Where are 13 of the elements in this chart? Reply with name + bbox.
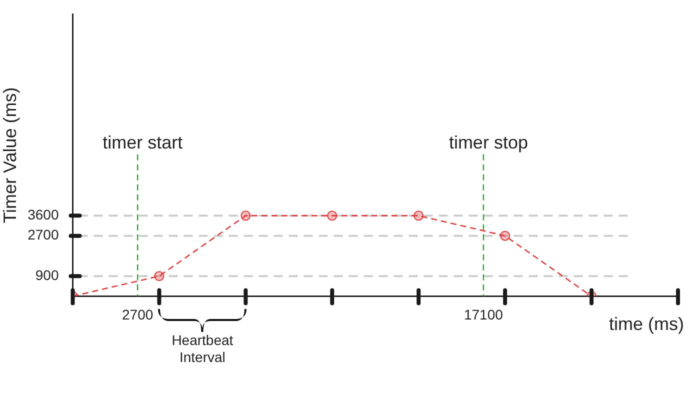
x-axis-title: time (ms) (609, 314, 684, 334)
y-tick-label: 900 (35, 266, 59, 283)
point (500, 230, 510, 241)
y-tick-label: 2700 (28, 226, 59, 243)
y-tick-label: 3600 (28, 206, 59, 223)
point (327, 210, 338, 221)
point (414, 210, 424, 221)
y-axis-title: Timer Value (ms) (0, 87, 20, 224)
ref-line-label: timer start (102, 132, 183, 152)
ref-line-label: timer stop (448, 132, 528, 152)
point (240, 210, 251, 221)
x-tick-label: 17100 (464, 306, 504, 322)
text: Heartbeat Interval (170, 332, 234, 366)
